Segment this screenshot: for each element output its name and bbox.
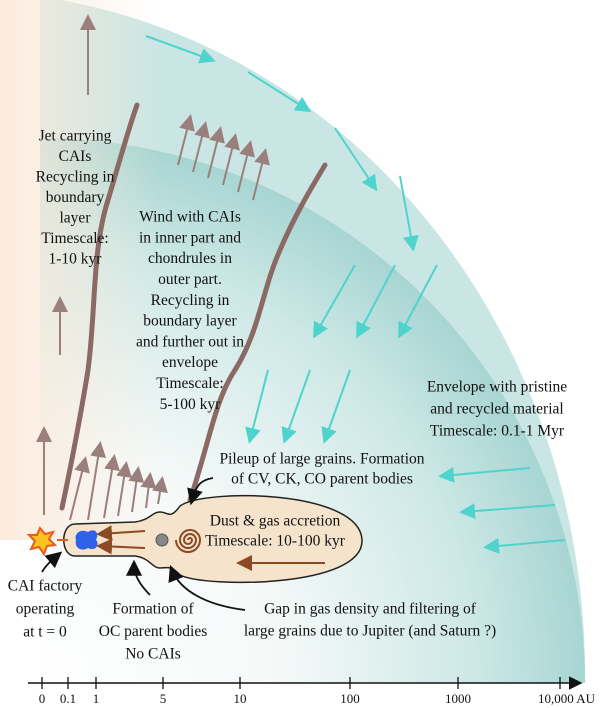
axis-tick-label: 10 (234, 691, 247, 706)
axis-tick-label: 10,000 AU (538, 691, 596, 706)
wind-label: Wind with CAIs (139, 209, 241, 226)
oc-label: Formation of (112, 601, 194, 618)
jet-label: boundary (46, 189, 105, 206)
pileup-label: Pileup of large grains. Formation (219, 451, 424, 468)
wind-label: and further out in (136, 333, 244, 350)
diagram: Jet carrying CAIs Recycling in boundary laye… (0, 0, 603, 708)
jet-label: Timescale: (41, 230, 108, 247)
gap-label: Gap in gas density and filtering of (264, 601, 477, 618)
wind-label: Timescale: (156, 375, 223, 392)
envelope-label: and recycled material (430, 401, 563, 418)
oc-label: No CAIs (125, 646, 181, 663)
wind-label: chondrules in (148, 250, 232, 267)
wind-label: in inner part and (139, 229, 241, 246)
disk-label: Timescale: 10-100 kyr (205, 533, 346, 550)
jet-label: CAIs (59, 148, 92, 165)
cai_factory-label: CAI factory (8, 578, 83, 595)
wind-label: boundary layer (143, 313, 237, 330)
pileup-label: of CV, CK, CO parent bodies (231, 471, 413, 488)
disk-label: Dust & gas accretion (210, 513, 341, 530)
jet-region (0, 0, 160, 540)
axis-tick-label: 0 (39, 691, 46, 706)
gap-label: large grains due to Jupiter (and Saturn … (244, 623, 496, 640)
oc-label: OC parent bodies (99, 623, 207, 640)
axis-tick-label: 5 (160, 691, 167, 706)
star-core (76, 530, 98, 549)
jet-label: layer (60, 210, 92, 227)
wind-label: Recycling in (151, 292, 230, 309)
axis-tick-label: 1000 (445, 691, 471, 706)
envelope-label: Timescale: 0.1-1 Myr (430, 423, 565, 440)
cai_factory-label: at t = 0 (23, 624, 67, 641)
jet-label: Recycling in (36, 169, 115, 186)
envelope-label: Envelope with pristine (427, 379, 567, 396)
jupiter (156, 534, 168, 546)
wind-label: 5-100 kyr (160, 396, 222, 413)
jet-label: Jet carrying (39, 128, 112, 145)
axis-tick-label: 1 (93, 691, 100, 706)
cai_factory-label: operating (16, 601, 75, 618)
jet-label: 1-10 kyr (49, 251, 103, 268)
wind-label: outer part. (158, 271, 222, 288)
axis-tick-label: 100 (340, 691, 360, 706)
axis-tick-label: 0.1 (60, 691, 76, 706)
wind-label: envelope (162, 354, 218, 371)
